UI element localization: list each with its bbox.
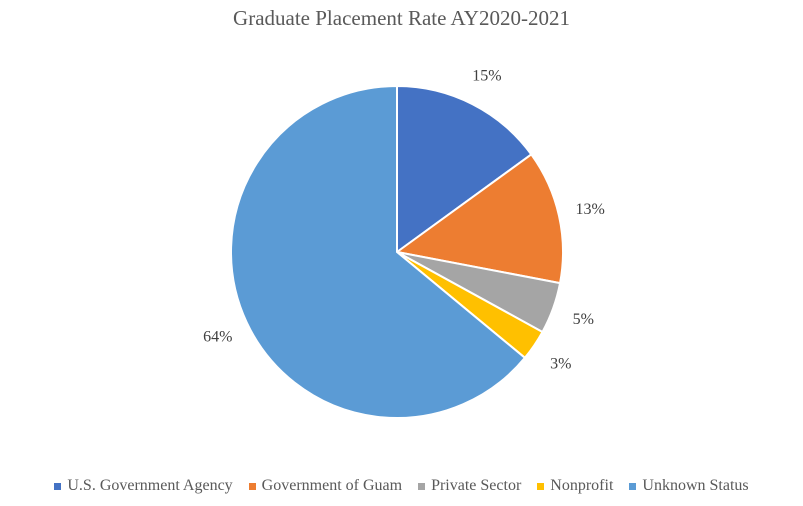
legend-item: Government of Guam	[248, 477, 403, 495]
data-label: 13%	[576, 201, 605, 218]
pie-slice	[394, 153, 565, 285]
legend: U.S. Government Agency Government of Gua…	[0, 477, 803, 495]
pie-slice	[230, 84, 527, 419]
legend-swatch	[54, 482, 62, 490]
pie-slice	[396, 84, 533, 254]
legend-swatch	[537, 482, 545, 490]
legend-label: Unknown Status	[642, 477, 749, 494]
legend-item: Unknown Status	[629, 477, 749, 495]
data-label: 15%	[472, 68, 501, 85]
legend-swatch	[629, 482, 637, 490]
legend-swatch	[418, 482, 426, 490]
legend-item: U.S. Government Agency	[54, 477, 233, 495]
data-label: 64%	[203, 328, 232, 345]
data-label: 5%	[573, 311, 594, 328]
legend-label: Private Sector	[431, 477, 522, 494]
legend-swatch	[248, 482, 256, 490]
legend-item: Private Sector	[418, 477, 521, 495]
legend-label: Nonprofit	[550, 477, 614, 494]
pie-chart: 15% 13% 5% 3% 64%	[203, 68, 605, 419]
legend-label: U.S. Government Agency	[67, 477, 233, 494]
legend-label: Government of Guam	[261, 477, 403, 494]
data-label: 3%	[550, 355, 571, 372]
legend-item: Nonprofit	[537, 477, 613, 495]
chart-title: Graduate Placement Rate AY2020-2021	[233, 6, 570, 30]
